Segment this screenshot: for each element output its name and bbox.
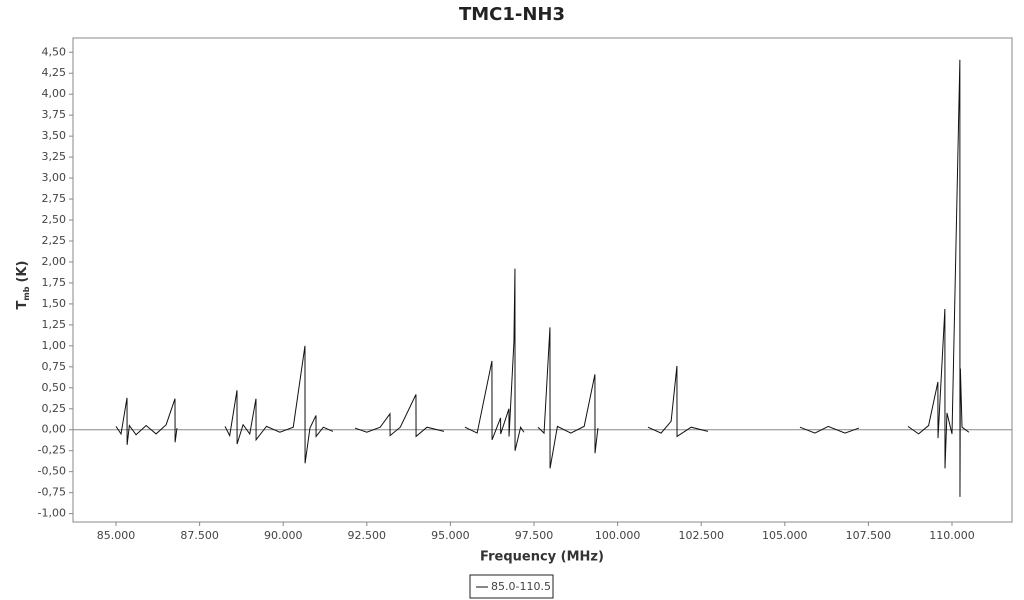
y-axis-title: Tmb (K) [15,261,31,310]
x-tick-label: 90.000 [264,529,303,542]
y-axis-title-unit: (K) [15,261,30,283]
legend-box [469,574,554,599]
x-axis-title: Frequency (MHz) [480,550,604,565]
y-tick-label: -0,75 [38,486,66,499]
x-tick-label: 97.500 [515,529,554,542]
y-tick-label: 1,50 [42,297,67,310]
y-tick-label: 3,25 [42,150,67,163]
x-tick-label: 105.000 [762,529,808,542]
y-tick-label: 1,00 [42,339,67,352]
legend-label: 85.0-110.5 [491,580,551,593]
x-tick-label: 110.000 [929,529,975,542]
y-tick-label: 1,25 [42,318,67,331]
x-tick-label: 95.000 [431,529,470,542]
x-tick-label: 107.500 [846,529,892,542]
y-tick-label: 2,50 [42,213,67,226]
x-tick-label: 102.500 [678,529,724,542]
x-tick-label: 87.500 [180,529,219,542]
y-tick-label: 4,00 [42,87,67,100]
y-tick-label: 0,25 [42,402,67,415]
y-tick-label: 4,50 [42,45,67,58]
y-tick-label: 0,75 [42,360,67,373]
legend: 85.0-110.5 [469,574,554,599]
x-tick-label: 92.500 [348,529,387,542]
y-tick-label: 1,75 [42,276,67,289]
y-tick-label: 0,00 [42,423,67,436]
y-tick-label: -0,50 [38,465,66,478]
spectrum-line [115,59,970,497]
y-tick-label: 2,75 [42,192,67,205]
y-tick-label: 3,75 [42,108,67,121]
plot-frame [72,37,1013,523]
chart-title: TMC1-NH3 [459,4,565,25]
y-tick-label: -0,25 [38,444,66,457]
y-tick-label: 3,00 [42,171,67,184]
x-tick-label: 85.000 [97,529,136,542]
y-axis-title-sub: mb [22,286,31,300]
x-tick-label: 100.000 [595,529,641,542]
y-tick-label: 0,50 [42,381,67,394]
y-tick-label: 2,25 [42,234,67,247]
y-tick-label: -1,00 [38,507,66,520]
y-tick-label: 3,50 [42,129,67,142]
y-tick-label: 2,00 [42,255,67,268]
y-axis-title-main: T [15,300,30,309]
y-tick-label: 4,25 [42,66,67,79]
